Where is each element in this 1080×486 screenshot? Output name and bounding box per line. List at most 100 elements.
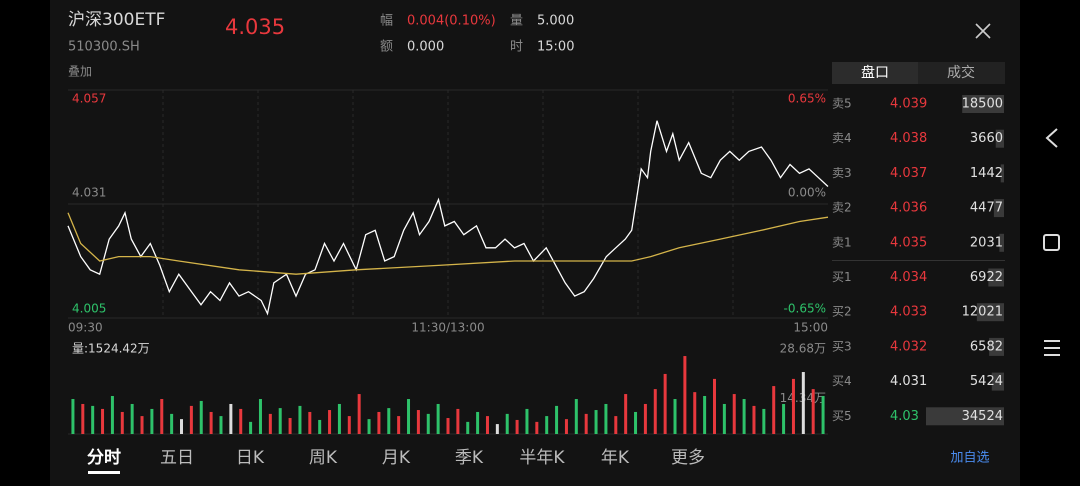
book-label: 买1 <box>832 270 852 284</box>
volume-bar <box>209 411 213 434</box>
volume-bar <box>683 356 687 434</box>
y-tick-label: 4.005 <box>72 302 106 316</box>
book-label: 卖2 <box>832 201 852 215</box>
volume-bar <box>732 394 736 434</box>
period-tab[interactable]: 日K <box>236 448 265 468</box>
volume-bar <box>180 419 184 434</box>
price: 4.035 <box>225 15 285 39</box>
volume-bar <box>515 419 519 434</box>
volume-tick-label: 28.68万 <box>780 342 826 356</box>
book-price: 4.037 <box>890 166 927 181</box>
volume-bar <box>801 372 805 434</box>
volume-bar <box>407 399 411 434</box>
order-tab[interactable]: 成交 <box>947 64 975 81</box>
volume-bar <box>555 405 559 434</box>
volume-bar <box>298 405 302 434</box>
volume-bar <box>564 419 568 434</box>
book-volume: 3660 <box>970 131 1003 146</box>
period-tab[interactable]: 半年K <box>519 448 565 468</box>
volume-bar <box>110 395 114 434</box>
back-icon[interactable] <box>1045 128 1058 148</box>
stat-value: 5.000 <box>537 14 574 29</box>
book-price: 4.031 <box>890 374 927 389</box>
book-price: 4.039 <box>890 97 927 112</box>
volume-bar <box>742 399 746 434</box>
book-price: 4.03 <box>890 409 919 424</box>
book-label: 卖4 <box>832 131 852 145</box>
period-tab[interactable]: 月K <box>382 448 411 468</box>
period-tab[interactable]: 周K <box>309 448 338 468</box>
close-button[interactable] <box>975 23 991 39</box>
volume-bar <box>387 408 391 434</box>
home-icon[interactable] <box>1043 234 1060 251</box>
volume-bar <box>456 408 460 434</box>
stat-label: 量 <box>510 14 523 29</box>
volume-bar <box>199 400 203 434</box>
volume-bar <box>357 394 361 434</box>
book-label: 买4 <box>832 374 852 388</box>
volume-bar <box>308 411 312 434</box>
volume-bar <box>653 389 657 434</box>
book-price: 4.034 <box>890 270 927 285</box>
book-price: 4.035 <box>890 235 927 250</box>
volume-bar <box>466 421 470 434</box>
volume-bar <box>377 411 381 434</box>
volume-bar <box>811 389 815 434</box>
volume-bar <box>673 399 677 434</box>
volume-bar <box>140 416 144 434</box>
volume-bar <box>328 410 332 434</box>
volume-bar <box>229 403 233 434</box>
order-tab[interactable]: 盘口 <box>861 64 889 81</box>
volume-bar <box>278 408 282 434</box>
depth-bar <box>1000 164 1004 183</box>
book-volume: 5424 <box>970 374 1003 389</box>
volume-bar <box>170 413 174 434</box>
period-tab[interactable]: 年K <box>601 448 630 468</box>
volume-bar <box>594 410 598 434</box>
book-volume: 6922 <box>970 270 1003 285</box>
volume-bar <box>160 399 164 434</box>
volume-bar <box>367 419 371 434</box>
add-watch[interactable]: 加自选 <box>950 451 989 466</box>
book-price: 4.032 <box>890 339 927 354</box>
y2-tick-label: 0.65% <box>788 92 826 106</box>
volume-bar <box>397 416 401 434</box>
volume-bar <box>712 378 716 434</box>
volume-bar <box>318 419 322 434</box>
menu-icon[interactable] <box>1044 340 1060 356</box>
volume-bar <box>782 403 786 434</box>
book-label: 买2 <box>832 305 852 319</box>
volume-bar <box>446 418 450 434</box>
stat-value: 0.000 <box>407 40 444 55</box>
book-label: 卖3 <box>832 166 852 180</box>
volume-bar <box>150 408 154 434</box>
depth-bar <box>995 129 1004 148</box>
period-tab[interactable]: 分时 <box>87 448 121 468</box>
depth-bar <box>962 95 1004 113</box>
book-volume: 34524 <box>962 409 1003 424</box>
depth-bar <box>926 407 1004 426</box>
volume-bar <box>624 394 628 434</box>
depth-bar <box>976 303 1004 322</box>
volume-bar <box>752 405 756 434</box>
volume-bar <box>722 403 726 434</box>
period-tab[interactable]: 季K <box>455 448 484 468</box>
depth-bar <box>999 233 1004 252</box>
stat-value: 15:00 <box>537 40 574 55</box>
period-tab[interactable]: 更多 <box>671 448 705 468</box>
depth-bar <box>993 199 1004 218</box>
period-tab[interactable]: 五日 <box>160 448 194 468</box>
book-volume: 12021 <box>962 305 1003 320</box>
book-label: 买3 <box>832 339 852 353</box>
depth-bar <box>989 337 1004 356</box>
x-tick-label: 11:30/13:00 <box>411 321 484 335</box>
book-volume: 4477 <box>970 201 1003 216</box>
book-volume: 1442 <box>970 166 1003 181</box>
y2-tick-label: 0.00% <box>788 186 826 200</box>
volume-bar <box>772 386 776 434</box>
price-line <box>67 120 829 316</box>
overlay: 叠加 <box>68 65 92 79</box>
volume-bar <box>347 416 351 434</box>
x-tick-label: 09:30 <box>68 321 103 335</box>
